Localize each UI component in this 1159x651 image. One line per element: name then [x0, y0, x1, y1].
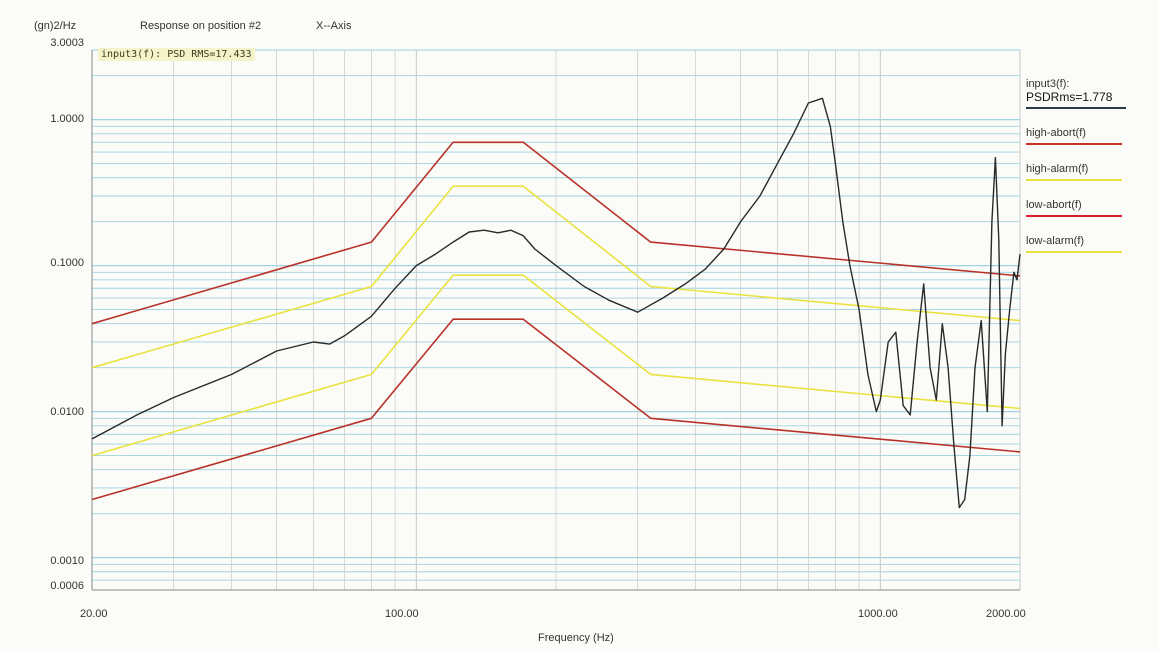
legend-label: input3(f):: [1026, 78, 1070, 90]
legend-item-input: input3(f): PSDRms=1.778: [1026, 78, 1156, 113]
x-axis-label: Frequency (Hz): [538, 632, 614, 644]
series-line-high-alarm-f: [91, 185, 1021, 369]
legend-item-high-abort: high-abort(f): [1026, 127, 1156, 149]
legend-swatch: [1026, 107, 1126, 109]
legend-label: low-abort(f): [1026, 199, 1082, 211]
x-tick-label: 2000.00: [986, 608, 1026, 620]
y-tick-label: 0.0010: [50, 555, 84, 567]
legend-label: high-abort(f): [1026, 127, 1086, 139]
plot-grid: [91, 49, 1021, 591]
chart-legend: input3(f): PSDRms=1.778 high-abort(f) hi…: [1026, 78, 1156, 257]
chart-title: Response on position #2: [140, 20, 262, 32]
y-units-label: (gn)2/Hz: [34, 20, 77, 32]
series-line-high-abort-f: [91, 141, 1021, 325]
y-tick-label: 0.1000: [50, 257, 84, 269]
series-line-low-alarm-f: [91, 274, 1021, 457]
y-tick-label: 0.0100: [50, 406, 84, 418]
legend-label: PSDRms=1.778: [1026, 90, 1113, 104]
legend-swatch: [1026, 143, 1122, 145]
y-tick-label: 3.0003: [50, 37, 84, 49]
y-tick-label: 1.0000: [50, 113, 84, 125]
legend-item-low-alarm: low-alarm(f): [1026, 235, 1156, 257]
x-tick-label: 1000.00: [858, 608, 898, 620]
series-line-input3-f: [91, 97, 1021, 509]
legend-label: low-alarm(f): [1026, 235, 1085, 247]
rms-annotation: input3(f): PSD RMS=17.433: [98, 48, 255, 61]
legend-label: high-alarm(f): [1026, 163, 1089, 175]
x-tick-label: 20.00: [80, 608, 108, 620]
series-line-low-abort-f: [91, 318, 1021, 501]
legend-swatch: [1026, 215, 1122, 217]
legend-item-low-abort: low-abort(f): [1026, 199, 1156, 221]
axis-name: X--Axis: [316, 20, 352, 32]
legend-swatch: [1026, 251, 1122, 253]
x-tick-label: 100.00: [385, 608, 419, 620]
legend-item-high-alarm: high-alarm(f): [1026, 163, 1156, 185]
legend-swatch: [1026, 179, 1122, 181]
series-layer: [91, 97, 1021, 509]
y-tick-label: 0.0006: [50, 580, 84, 592]
